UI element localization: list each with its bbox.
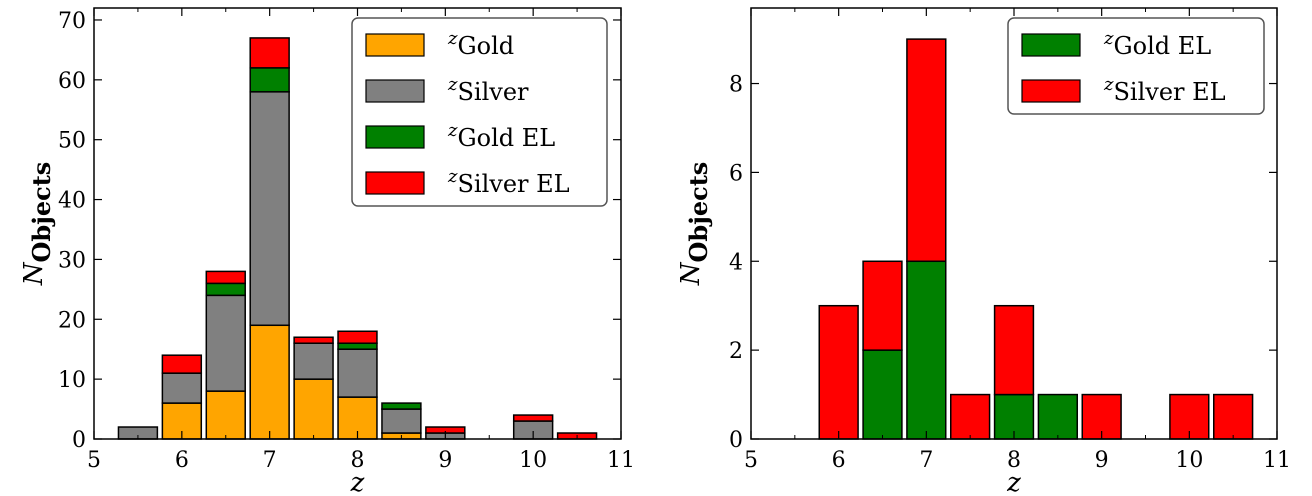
legend-label-name: Silver: [457, 78, 529, 106]
y-tick-label: 10: [58, 368, 86, 393]
legend-box: [351, 17, 608, 207]
chart-left: 5 6 7 8 9 10 11010203040506070zNObjectszGoldzS…: [19, 7, 635, 496]
bar-silver-el-bin-4: [950, 393, 991, 440]
legend-label-prefix: z: [447, 166, 458, 187]
legend-label-name: Silver EL: [1113, 78, 1225, 106]
bar-silver-el-bin-2: [205, 270, 246, 285]
bar-gold-el-bin-3: [249, 67, 290, 93]
legend-label-prefix: z: [1103, 28, 1114, 49]
bar-gold-el-bin-2: [862, 349, 903, 440]
bar-silver-el-bin-9: [512, 414, 554, 422]
bar-gold-el-bin-2: [205, 282, 246, 297]
y-axis-label: NObjects: [19, 162, 56, 287]
bar-silver-bin-3: [249, 91, 290, 327]
bar-gold-el-bin-3: [906, 260, 947, 440]
y-axis-label-subscript: Objects: [684, 162, 713, 263]
y-tick-label: 0: [72, 428, 86, 453]
legend-label-gold: zGold: [447, 28, 514, 60]
legend-label-silver-el: zSilver EL: [1103, 74, 1226, 106]
bar-silver-el-bin-5: [993, 304, 1035, 396]
bar-silver-el-bin-5: [337, 330, 378, 344]
y-tick-label: 50: [58, 129, 86, 154]
legend-label-silver-el: zSilver EL: [447, 166, 570, 198]
bar-silver-el-bin-3: [906, 38, 947, 263]
y-axis-label: NObjects: [676, 162, 713, 287]
x-tick-label: 7: [919, 448, 933, 473]
bar-silver-el-bin-10: [1213, 393, 1254, 440]
y-axis-label-main: N: [676, 261, 706, 286]
legend-label-name: Gold EL: [457, 124, 555, 152]
bar-gold-el-bin-5: [337, 342, 378, 350]
x-tick-label: 5: [87, 448, 101, 473]
x-tick-label: 7: [263, 448, 277, 473]
legend-label-prefix: z: [447, 120, 458, 141]
y-tick-label: 70: [58, 9, 86, 34]
bar-gold-bin-3: [249, 324, 290, 440]
legend-label-name: Gold: [457, 32, 514, 60]
bar-silver-el-bin-1: [161, 354, 203, 374]
bar-silver-el-bin-2: [862, 260, 903, 351]
y-tick-label: 20: [58, 308, 86, 333]
legend-swatch-gold: [365, 33, 425, 57]
x-tick-label: 10: [1175, 448, 1203, 473]
x-tick-label: 9: [438, 448, 452, 473]
x-tick-label: 9: [1095, 448, 1109, 473]
bar-silver-el-bin-3: [249, 37, 290, 69]
x-tick-label: 6: [832, 448, 846, 473]
legend-swatch-silver-el: [1021, 79, 1081, 103]
legend-label-prefix: z: [447, 74, 458, 95]
y-tick-label: 60: [58, 69, 86, 94]
x-tick-label: 8: [1007, 448, 1021, 473]
y-axis-label-subscript: Objects: [27, 162, 56, 263]
legend-label-prefix: z: [1103, 74, 1114, 95]
legend-label-gold-el: zGold EL: [1103, 28, 1211, 60]
x-axis-label: z: [1006, 468, 1021, 496]
legend-label-name: Gold EL: [1113, 32, 1211, 60]
legend-label-silver: zSilver: [447, 74, 529, 106]
bar-silver-el-bin-4: [293, 336, 334, 344]
x-tick-label: 8: [351, 448, 365, 473]
legend-swatch-silver-el: [365, 171, 425, 195]
bar-gold-el-bin-6: [1037, 393, 1078, 440]
x-tick-label: 5: [744, 448, 758, 473]
bar-silver-bin-1: [161, 372, 203, 404]
legend-label-prefix: z: [447, 28, 458, 49]
legend-swatch-silver: [365, 79, 425, 103]
x-axis-label: z: [350, 468, 365, 496]
legend-label-name: Silver EL: [457, 170, 569, 198]
y-tick-label: 4: [729, 250, 743, 275]
legend-swatch-gold-el: [365, 125, 425, 149]
bar-silver-bin-6: [381, 408, 422, 434]
y-tick-label: 2: [729, 339, 743, 364]
x-tick-label: 11: [607, 448, 635, 473]
bar-silver-bin-5: [337, 348, 378, 398]
bar-silver-bin-2: [205, 294, 246, 392]
y-tick-label: 0: [729, 428, 743, 453]
y-tick-label: 8: [729, 73, 743, 98]
bar-silver-el-bin-1: [818, 304, 859, 440]
y-tick-label: 6: [729, 161, 743, 186]
bar-gold-bin-4: [293, 378, 334, 440]
bar-gold-bin-2: [205, 390, 246, 440]
x-tick-label: 6: [175, 448, 189, 473]
y-axis-label-main: N: [19, 261, 49, 286]
x-tick-label: 11: [1263, 448, 1291, 473]
y-tick-label: 30: [58, 248, 86, 273]
y-tick-label: 40: [58, 189, 86, 214]
x-tick-label: 10: [519, 448, 547, 473]
legend-label-gold-el: zGold EL: [447, 120, 555, 152]
legend-swatch-gold-el: [1021, 33, 1081, 57]
bar-silver-bin-4: [293, 342, 334, 380]
bar-gold-el-bin-6: [381, 402, 422, 410]
